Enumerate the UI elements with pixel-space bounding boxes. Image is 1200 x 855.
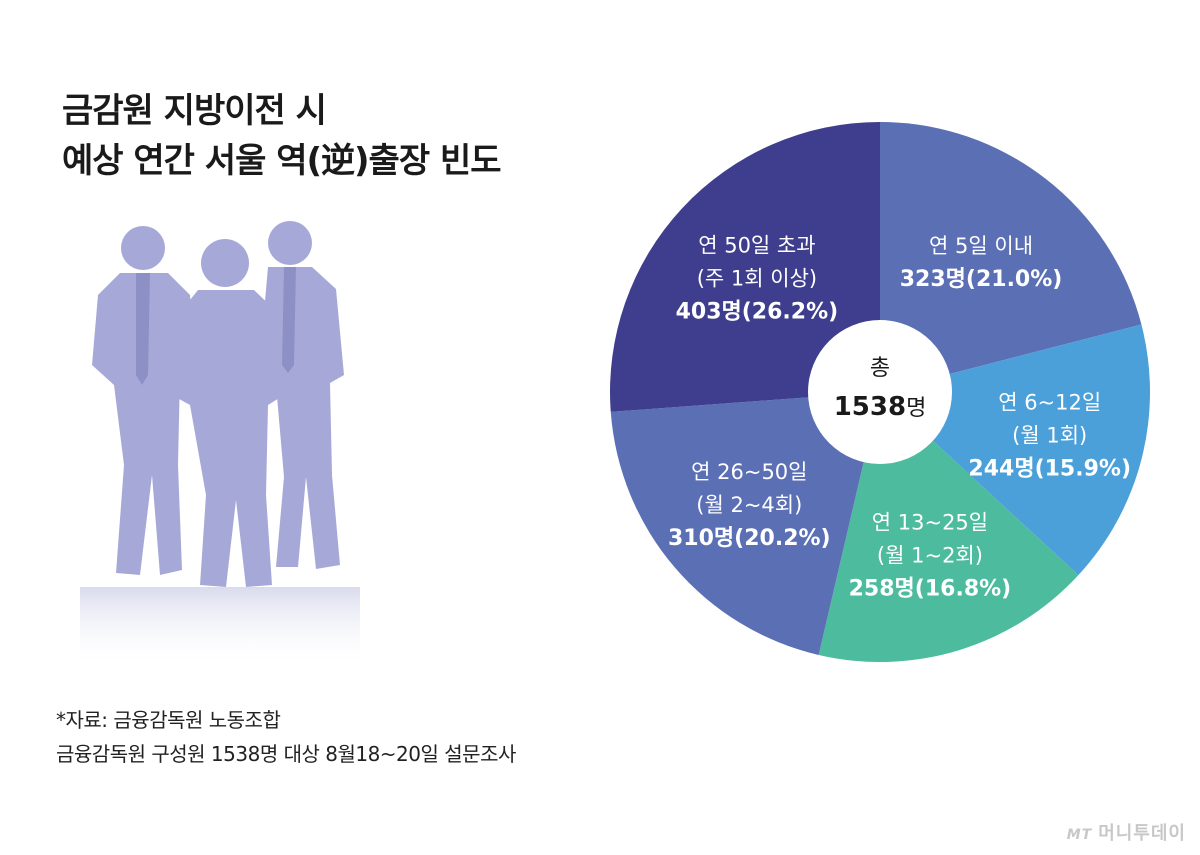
source-line-2: 금융감독원 구성원 1538명 대상 8월18~20일 설문조사 xyxy=(56,742,516,766)
slice-5-category-label-2: (주 1회 이상) xyxy=(697,267,817,291)
slice-1-value-label: 323명(21.0%) xyxy=(900,267,1063,292)
pie-slice-4 xyxy=(610,392,880,655)
business-people-silhouette xyxy=(80,221,360,667)
pie-chart: 총 1538명 연 5일 이내 323명(21.0%) 연 6~12일 (월 1회) 2… xyxy=(610,122,1150,662)
slice-5-value-label: 403명(26.2%) xyxy=(676,300,839,325)
title-line-1: 금감원 지방이전 시 xyxy=(62,91,327,131)
center-total-unit: 명 xyxy=(906,396,926,421)
watermark-text: 머니투데이 xyxy=(1098,823,1186,844)
slice-4-category-label-2: (월 2~4회) xyxy=(696,493,802,517)
slice-2-value-label: 244명(15.9%) xyxy=(968,457,1131,482)
source-line-1: *자료: 금융감독원 노동조합 xyxy=(56,708,281,732)
center-label-total: 1538명 xyxy=(834,392,927,422)
slice-4-category-label-1: 연 26~50일 xyxy=(691,460,807,484)
slice-3-category-label-1: 연 13~25일 xyxy=(872,510,988,534)
title-line-2: 예상 연간 서울 역(逆)출장 빈도 xyxy=(62,141,502,181)
watermark: MT 머니투데이 xyxy=(1067,819,1186,845)
center-label-top: 총 xyxy=(870,356,890,381)
slice-3-category-label-2: (월 1~2회) xyxy=(877,543,983,567)
source-note: *자료: 금융감독원 노동조합 금융감독원 구성원 1538명 대상 8월18~… xyxy=(56,703,516,771)
slice-2-category-label-2: (월 1회) xyxy=(1012,424,1087,448)
slice-5-category-label-1: 연 50일 초과 xyxy=(698,234,815,258)
pie-slice-5 xyxy=(610,122,880,412)
slice-labels: 연 5일 이내 323명(21.0%) 연 6~12일 (월 1회) 244명(15.9… xyxy=(668,234,1131,602)
center-hole xyxy=(808,320,952,464)
watermark-mark: MT xyxy=(1066,827,1093,843)
slice-4-value-label: 310명(20.2%) xyxy=(668,526,831,551)
slice-1-category-label-1: 연 5일 이내 xyxy=(929,234,1033,258)
slice-3-value-label: 258명(16.8%) xyxy=(849,576,1012,601)
chart-title: 금감원 지방이전 시 예상 연간 서울 역(逆)출장 빈도 xyxy=(62,86,502,186)
center-total-number: 1538 xyxy=(834,392,906,422)
pie-slice-1 xyxy=(880,122,1142,392)
slice-2-category-label-1: 연 6~12일 xyxy=(998,391,1101,415)
